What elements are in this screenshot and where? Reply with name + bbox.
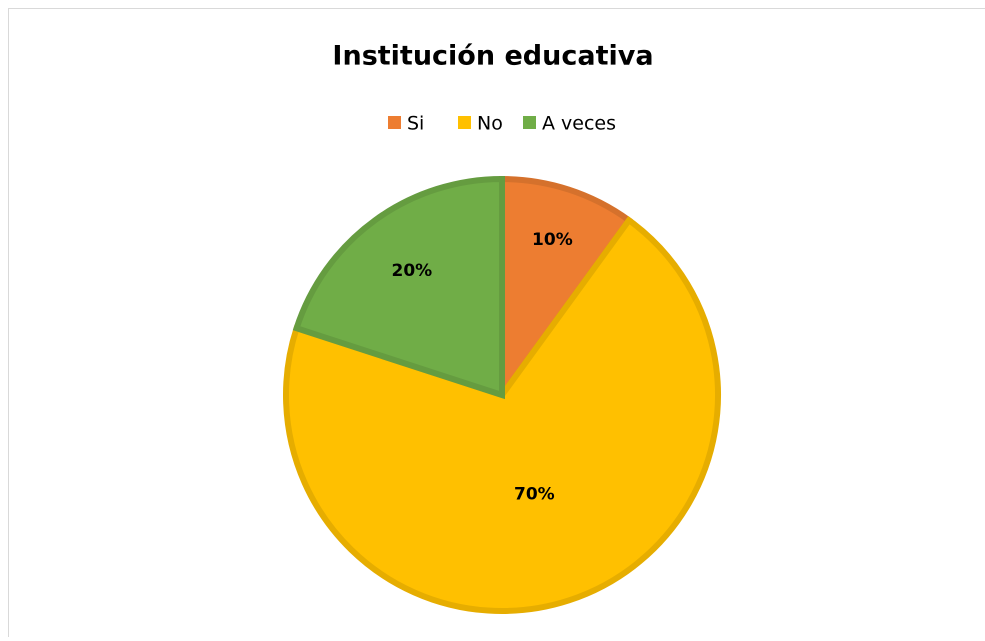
legend-label: No [477, 113, 503, 135]
pie [286, 179, 718, 611]
data-label: 10% [532, 230, 573, 250]
data-label: 20% [392, 261, 433, 281]
data-label: 70% [514, 485, 555, 505]
legend-swatch [458, 116, 471, 129]
legend-label: A veces [542, 113, 616, 135]
chart-title: Institución educativa [332, 41, 653, 72]
legend-swatch [388, 116, 401, 129]
legend-label: Si [407, 113, 424, 135]
legend: Si No A veces [388, 113, 616, 135]
legend-swatch [523, 116, 536, 129]
